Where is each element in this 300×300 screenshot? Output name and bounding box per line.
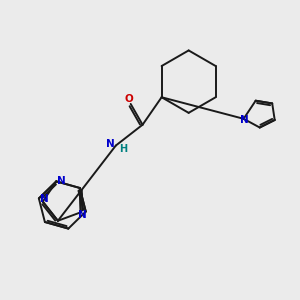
Text: N: N [106,139,115,149]
Text: O: O [124,94,133,104]
Text: N: N [40,194,49,204]
Text: N: N [57,176,66,186]
Text: N: N [78,210,87,220]
Text: H: H [119,144,127,154]
Text: N: N [240,115,249,125]
